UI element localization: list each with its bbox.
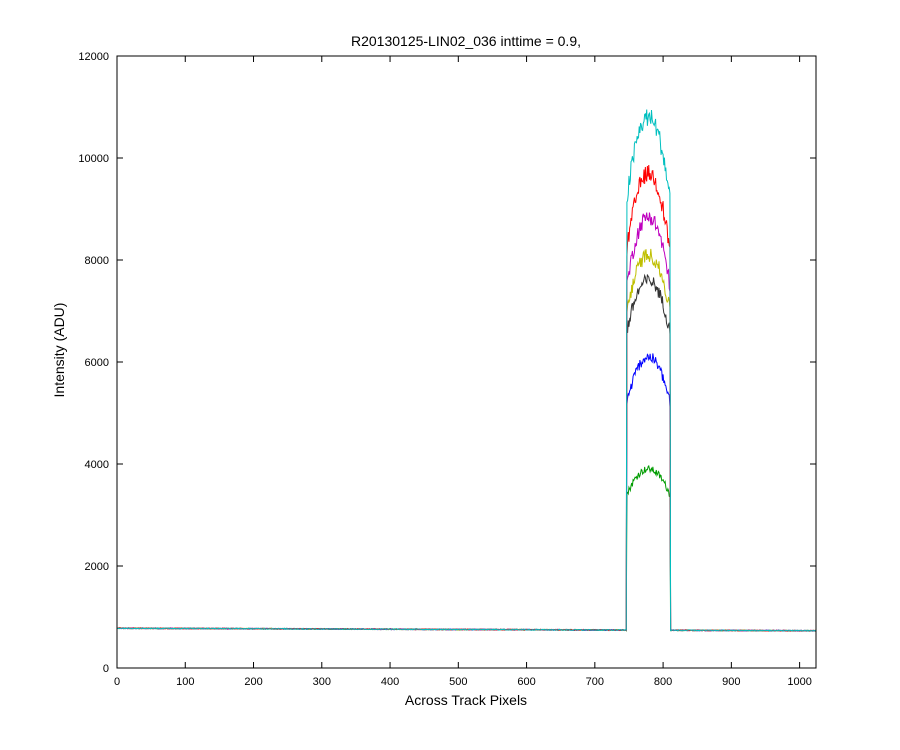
plot-area: [117, 56, 816, 668]
y-axis-title: Intensity (ADU): [51, 303, 67, 398]
x-axis-title: Across Track Pixels: [405, 692, 527, 708]
y-tick-label: 12000: [78, 51, 109, 63]
x-tick-label: 300: [313, 676, 331, 688]
y-tick-label: 10000: [78, 153, 109, 165]
x-tick-label: 900: [722, 676, 740, 688]
x-tick-label: 800: [654, 676, 672, 688]
y-tick-label: 8000: [85, 255, 109, 267]
y-tick-label: 6000: [85, 357, 109, 369]
series-layer: [116, 109, 817, 632]
tick-layer: 0 100 200 300 400 500 600 700 800 900 100002000400…: [78, 51, 816, 688]
x-tick-label: 200: [244, 676, 262, 688]
x-tick-label: 500: [449, 676, 467, 688]
chart-title: R20130125-LIN02_036 inttime = 0.9,: [351, 33, 581, 49]
x-tick-label: 600: [517, 676, 535, 688]
x-tick-label: 1000: [787, 676, 811, 688]
y-tick-label: 2000: [85, 561, 109, 573]
x-tick-label: 0: [114, 676, 120, 688]
y-tick-label: 0: [103, 663, 109, 675]
x-tick-label: 700: [586, 676, 604, 688]
y-tick-label: 4000: [85, 459, 109, 471]
x-tick-label: 100: [176, 676, 194, 688]
x-tick-label: 400: [381, 676, 399, 688]
series-line: [116, 109, 817, 632]
